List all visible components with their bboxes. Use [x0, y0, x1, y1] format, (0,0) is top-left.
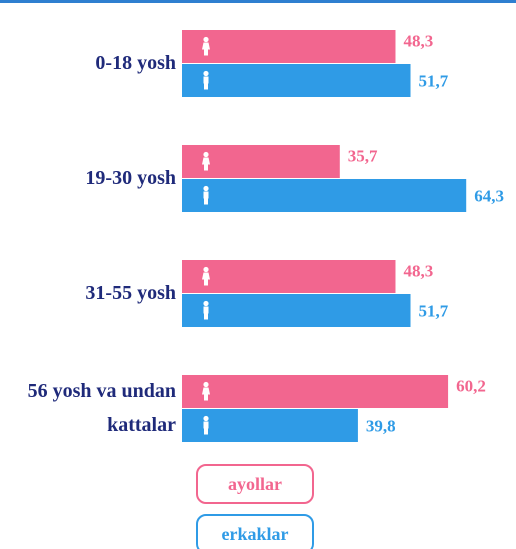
- icon-body: [203, 191, 209, 199]
- icon-head: [203, 151, 209, 158]
- icon-legs: [204, 198, 208, 205]
- icon-head: [203, 381, 209, 388]
- icon-legs: [204, 394, 208, 401]
- icon-body: [203, 76, 209, 84]
- category-label: 19-30 yosh: [85, 167, 176, 189]
- icon-body: [202, 42, 210, 50]
- top-rule: [0, 0, 516, 3]
- icon-head: [203, 185, 209, 192]
- person-icon: [203, 185, 209, 205]
- legend-item: erkaklar: [196, 514, 314, 549]
- value-label: 64,3: [474, 186, 504, 205]
- value-label: 35,7: [348, 146, 378, 165]
- icon-body: [203, 306, 209, 314]
- category-label: 0-18 yosh: [95, 52, 176, 74]
- icon-head: [203, 266, 209, 273]
- bar: [182, 375, 449, 408]
- bar: [182, 409, 358, 442]
- icon-head: [203, 70, 209, 77]
- icon-legs: [204, 313, 208, 320]
- icon-body: [202, 157, 210, 165]
- icon-body: [203, 421, 209, 429]
- value-label: 48,3: [403, 261, 433, 280]
- legend-item: ayollar: [196, 464, 314, 504]
- value-label: 51,7: [419, 71, 449, 90]
- bar: [182, 64, 411, 97]
- value-label: 51,7: [419, 301, 449, 320]
- person-icon: [202, 36, 210, 56]
- bar: [182, 260, 396, 293]
- icon-head: [203, 300, 209, 307]
- person-icon: [202, 151, 210, 171]
- value-label: 60,2: [456, 376, 486, 395]
- person-icon: [203, 415, 209, 435]
- icon-body: [202, 272, 210, 280]
- bar: [182, 294, 411, 327]
- category-label: 56 yosh va undan kattalar: [27, 380, 176, 436]
- person-icon: [203, 70, 209, 90]
- value-label: 48,3: [403, 31, 433, 50]
- icon-body: [202, 387, 210, 395]
- icon-legs: [204, 279, 208, 286]
- value-label: 39,8: [366, 416, 396, 435]
- icon-legs: [204, 49, 208, 56]
- icon-head: [203, 36, 209, 43]
- bar: [182, 30, 396, 63]
- person-icon: [202, 381, 210, 401]
- icon-legs: [204, 428, 208, 435]
- category-label: 31-55 yosh: [85, 282, 176, 304]
- icon-head: [203, 415, 209, 422]
- icon-legs: [204, 83, 208, 90]
- bar: [182, 179, 467, 212]
- icon-legs: [204, 164, 208, 171]
- person-icon: [203, 300, 209, 320]
- person-icon: [202, 266, 210, 286]
